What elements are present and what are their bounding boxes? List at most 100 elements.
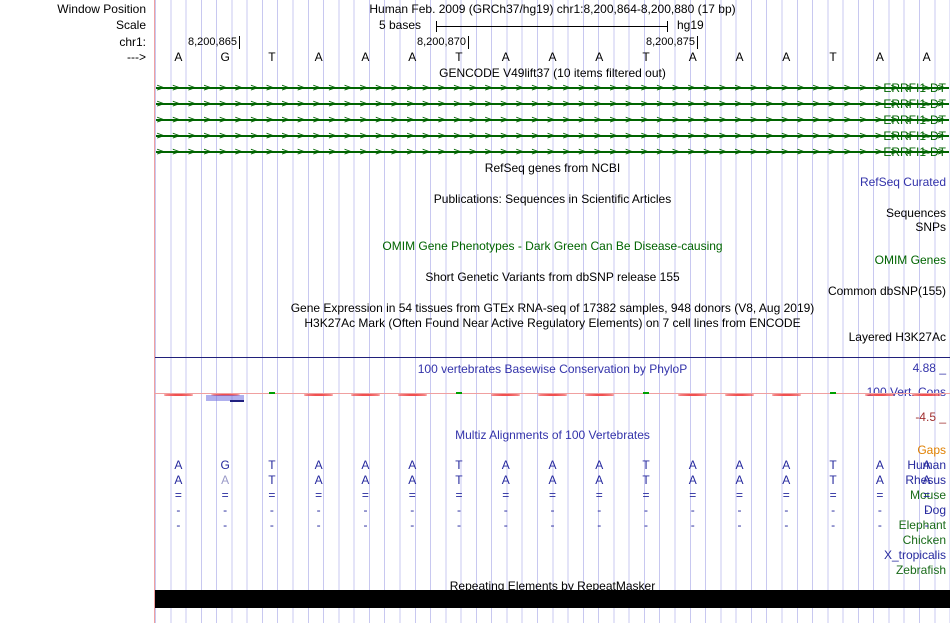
gene-body-line[interactable]: [156, 103, 949, 105]
multiz-cell: =: [408, 488, 416, 502]
common-dbsnp-label[interactable]: Common dbSNP(155): [827, 284, 946, 298]
ruler-tick-1: 8,200,870: [417, 36, 469, 49]
multiz-cell: =: [689, 488, 697, 502]
conservation-min-value: -4.5 _: [915, 410, 946, 424]
multiz-cell: -: [503, 518, 508, 532]
multiz-cell: A: [501, 473, 510, 487]
strand-label: --->: [127, 50, 146, 64]
scale-bar-group: 5 bases hg19: [155, 18, 950, 34]
species-label-human[interactable]: Human: [907, 458, 946, 472]
multiz-cell: -: [410, 503, 415, 517]
layered-h3k27ac-label[interactable]: Layered H3K27Ac: [848, 330, 946, 344]
multiz-cell: -: [784, 503, 789, 517]
multiz-cell: -: [924, 518, 929, 532]
multiz-cell: A: [501, 458, 510, 472]
ruler-ticks: 8,200,865 8,200,870 8,200,875: [155, 35, 950, 51]
conservation-bar-negative: [584, 394, 614, 396]
multiz-cell: T: [642, 473, 650, 487]
gene-body-line[interactable]: [156, 119, 949, 121]
multiz-cell: =: [361, 488, 369, 502]
conservation-bar-negative: [397, 394, 427, 396]
multiz-cell: -: [831, 518, 836, 532]
multiz-cell: =: [315, 488, 323, 502]
sequences-label[interactable]: Sequences: [885, 206, 946, 220]
h3k27ac-title: H3K27Ac Mark (Often Found Near Active Re…: [304, 316, 801, 330]
multiz-cell: =: [174, 488, 182, 502]
multiz-cell: A: [875, 458, 884, 472]
publications-title: Publications: Sequences in Scientific Ar…: [433, 192, 672, 206]
multiz-cell: =: [502, 488, 510, 502]
conservation-plot[interactable]: [155, 371, 950, 417]
base-letter: A: [688, 50, 697, 64]
multiz-cell: -: [410, 518, 415, 532]
gaps-label[interactable]: Gaps: [917, 443, 946, 457]
multiz-cell: A: [922, 473, 931, 487]
multiz-cell: -: [316, 518, 321, 532]
conservation-bar-negative: [865, 394, 895, 396]
window-position-value: Human Feb. 2009 (GRCh37/hg19) chr1:8,200…: [369, 2, 736, 16]
multiz-cell: A: [174, 458, 183, 472]
species-label-chicken[interactable]: Chicken: [902, 533, 946, 547]
repeatmasker-title: Repeating Elements by RepeatMasker: [449, 579, 656, 593]
species-label-dog[interactable]: Dog: [923, 503, 946, 517]
conservation-highlight-edge: [229, 400, 245, 402]
multiz-cell: -: [644, 503, 649, 517]
multiz-cell: A: [688, 473, 697, 487]
species-label-elephant[interactable]: Elephant: [898, 518, 946, 532]
base-letter: A: [735, 50, 744, 64]
conservation-bar-negative: [350, 394, 380, 396]
multiz-cell: -: [784, 518, 789, 532]
multiz-cell: A: [361, 473, 370, 487]
conservation-bar-positive: [268, 392, 276, 394]
multiz-cell: T: [455, 473, 463, 487]
multiz-cell: -: [644, 518, 649, 532]
multiz-cell: =: [642, 488, 650, 502]
species-label-mouse[interactable]: Mouse: [909, 488, 946, 502]
multiz-cell: =: [876, 488, 884, 502]
gene-strand-arrow-icon: >>>>>>>>>>>>>>>>>>>>>>>>>>>>>>>>>>>>>>>>…: [156, 146, 949, 157]
label-column-divider: [154, 0, 155, 623]
repeatmasker-bar[interactable]: [155, 590, 950, 608]
multiz-cell: -: [363, 503, 368, 517]
multiz-cell: =: [782, 488, 790, 502]
base-letter: A: [174, 50, 183, 64]
multiz-cell: =: [548, 488, 556, 502]
assembly-label: hg19: [677, 18, 704, 32]
multiz-cell: -: [176, 518, 181, 532]
species-label-zebrafish[interactable]: Zebrafish: [895, 563, 946, 577]
gene-strand-arrow-icon: >>>>>>>>>>>>>>>>>>>>>>>>>>>>>>>>>>>>>>>>…: [156, 130, 949, 141]
gene-body-line[interactable]: [156, 135, 949, 137]
multiz-cell: -: [456, 503, 461, 517]
gene-body-line[interactable]: [156, 87, 949, 89]
multiz-cell: A: [875, 473, 884, 487]
multiz-cell: =: [221, 488, 229, 502]
base-letter: A: [595, 50, 604, 64]
omim-genes-label[interactable]: OMIM Genes: [874, 253, 946, 267]
species-label-rhesus[interactable]: Rhesus: [905, 473, 946, 487]
multiz-cell: -: [176, 503, 181, 517]
multiz-cell: -: [269, 518, 274, 532]
multiz-cell: -: [269, 503, 274, 517]
snps-label[interactable]: SNPs: [915, 220, 946, 234]
species-label-x_tropicalis[interactable]: X_tropicalis: [883, 548, 946, 562]
base-letter: A: [875, 50, 884, 64]
multiz-title: Multiz Alignments of 100 Vertebrates: [455, 428, 650, 442]
chrom-ruler-row: chr1: 8,200,865 8,200,870 8,200,875: [0, 35, 950, 51]
gene-body-line[interactable]: [156, 151, 949, 153]
multiz-cell: A: [548, 458, 557, 472]
multiz-cell: -: [690, 503, 695, 517]
phylop-title: 100 vertebrates Basewise Conservation by…: [417, 362, 688, 376]
conservation-bar-negative: [491, 394, 521, 396]
refseq-curated-label[interactable]: RefSeq Curated: [859, 175, 946, 189]
conservation-baseline: [155, 393, 950, 394]
multiz-cell: -: [597, 503, 602, 517]
multiz-cell: -: [877, 518, 882, 532]
ruler-tick-2: 8,200,875: [646, 36, 698, 49]
gene-strand-arrow-icon: >>>>>>>>>>>>>>>>>>>>>>>>>>>>>>>>>>>>>>>>…: [156, 114, 949, 125]
base-letter: A: [548, 50, 557, 64]
scale-label: Scale: [115, 18, 146, 32]
multiz-cell: =: [455, 488, 463, 502]
gene-strand-arrow-icon: >>>>>>>>>>>>>>>>>>>>>>>>>>>>>>>>>>>>>>>>…: [156, 98, 949, 109]
